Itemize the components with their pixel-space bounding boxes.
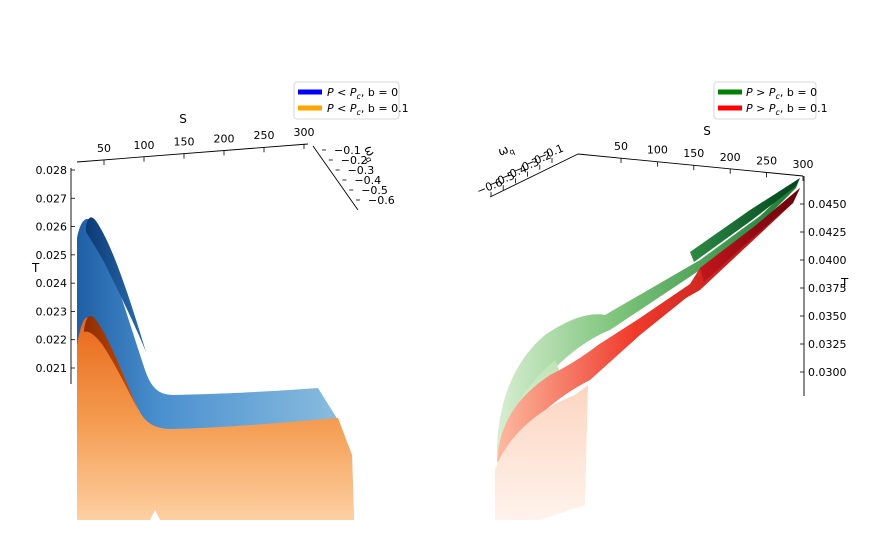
left-z-tick-label: 0.028: [36, 164, 68, 177]
left-x-axis-line: [76, 143, 309, 163]
left-y-tick-label: −0.2: [341, 154, 368, 167]
right-x-tick-label: 100: [647, 144, 668, 157]
left-x-axis-label: S: [179, 112, 187, 126]
surface-green-body: [497, 178, 800, 455]
right-x-tick-label: 200: [720, 151, 741, 164]
left-x-tick-label: 200: [214, 132, 235, 145]
left-z-tick-label: 0.023: [36, 305, 68, 318]
right-z-tick-label: 0.0325: [808, 338, 847, 351]
left-y-tick-label: −0.6: [368, 194, 395, 207]
surface-red-top-band: [700, 188, 800, 282]
left-z-tick-label: 0.024: [36, 277, 68, 290]
left-legend: P < Pc, b = 0 P < Pc, b = 0.1: [293, 81, 409, 120]
right-x-tick-label: 150: [683, 147, 704, 160]
left-z-tick-label: 0.025: [36, 249, 68, 262]
legend-label-red: P > Pc, b = 0.1: [746, 102, 828, 117]
right-surfaces: [495, 178, 800, 520]
right-y-ticks: −0.6−0.5−0.4−0.3−0.2−0.1: [475, 142, 566, 198]
right-z-axis-label: T: [840, 276, 849, 290]
right-x-axis: 50 100 150 200 250 300 S: [577, 124, 814, 181]
right-y-axis-label: ωq: [496, 140, 516, 161]
right-x-tick-label: 300: [793, 158, 814, 171]
right-z-axis: 0.0450 0.0425 0.0400 0.0375 0.0350 0.0325 0.03…: [800, 176, 849, 396]
legend-label-orange: P < Pc, b = 0.1: [327, 102, 409, 117]
right-z-tick-label: 0.0350: [808, 310, 847, 323]
left-x-tick-label: 300: [294, 126, 315, 139]
surface-orange-notch: [150, 510, 160, 520]
left-y-axis-line: [312, 145, 359, 211]
left-y-axis: −0.1−0.2−0.3−0.4−0.5−0.6 ωq: [312, 143, 395, 211]
right-x-tick-label: 50: [614, 140, 628, 153]
right-z-tick-label: 0.0425: [808, 226, 847, 239]
right-x-axis-label: S: [703, 124, 711, 138]
left-z-tick-label: 0.026: [36, 221, 68, 234]
left-y-tick-label: −0.4: [354, 174, 381, 187]
surface-pale-front: [495, 385, 588, 520]
left-y-tick-label: −0.1: [334, 144, 361, 157]
right-y-axis-line: [489, 153, 579, 198]
right-z-tick-label: 0.0400: [808, 254, 847, 267]
left-y-tick-label: −0.3: [348, 164, 375, 177]
left-x-tick-label: 150: [174, 136, 195, 149]
left-x-tick-label: 50: [97, 142, 111, 155]
left-z-tick-label: 0.022: [36, 334, 68, 347]
surface-green-top-band: [690, 178, 800, 262]
right-legend: P > Pc, b = 0 P > Pc, b = 0.1: [713, 81, 828, 120]
right-x-ticks: 50 100 150 200 250 300: [614, 140, 814, 181]
left-x-tick-label: 250: [254, 129, 275, 142]
right-z-ticks: 0.0450 0.0425 0.0400 0.0375 0.0350 0.0325 0.03…: [800, 198, 847, 379]
left-surfaces: [77, 217, 354, 520]
surface-blue-ridge: [86, 217, 146, 352]
left-z-ticks: 0.028 0.027 0.026 0.025 0.024 0.023 0.022 0.021: [36, 164, 75, 375]
left-x-ticks: 50 100 150 200 250 300: [97, 126, 315, 165]
legend-label-blue: P < Pc, b = 0: [327, 86, 398, 101]
left-z-axis-label: T: [31, 261, 40, 275]
right-y-axis: −0.6−0.5−0.4−0.3−0.2−0.1 ωq: [475, 140, 579, 198]
left-y-ticks: −0.1−0.2−0.3−0.4−0.5−0.6: [322, 144, 395, 207]
left-y-tick-label: −0.5: [361, 184, 388, 197]
left-panel: 50 100 150 200 250 300 S −0.1−0.2−0.3−0.4−0.5…: [31, 81, 409, 520]
surface-orange-ridge: [84, 315, 138, 410]
right-x-axis-line: [577, 153, 804, 177]
left-z-tick-label: 0.021: [36, 362, 68, 375]
left-z-axis: 0.028 0.027 0.026 0.025 0.024 0.023 0.022 0.021…: [31, 164, 75, 384]
surface-orange-body: [77, 317, 354, 520]
right-panel: 50 100 150 200 250 300 S −0.6−0.5−0.4−0.3−0.2…: [475, 81, 849, 520]
right-x-tick-label: 250: [756, 154, 777, 167]
right-z-tick-label: 0.0300: [808, 366, 847, 379]
left-x-tick-label: 100: [134, 139, 155, 152]
left-z-tick-label: 0.027: [36, 192, 68, 205]
left-x-axis: 50 100 150 200 250 300 S: [76, 112, 315, 165]
right-z-tick-label: 0.0450: [808, 198, 847, 211]
right-z-tick-label: 0.0375: [808, 282, 847, 295]
legend-label-green: P > Pc, b = 0: [746, 86, 817, 101]
